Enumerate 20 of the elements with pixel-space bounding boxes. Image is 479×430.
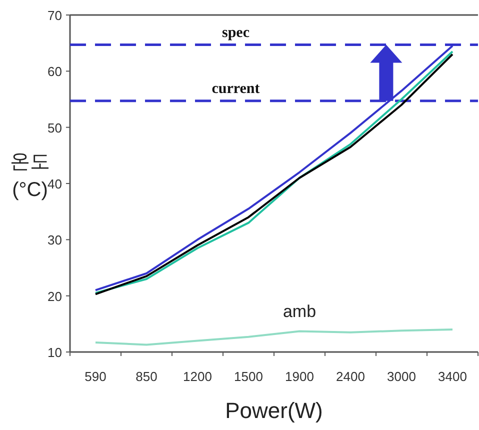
ref-line-label: spec [222, 24, 250, 41]
y-tick-label: 20 [48, 288, 62, 304]
x-axis-title: Power(W) [225, 398, 323, 423]
y-tick-label: 60 [48, 64, 62, 80]
y-tick-label: 50 [48, 120, 62, 136]
x-tick-label: 1200 [183, 369, 212, 384]
line-series [94, 328, 454, 346]
x-tick-label: 590 [84, 369, 106, 384]
x-tick-label: 2400 [336, 369, 365, 384]
y-tick-label: 30 [48, 232, 62, 248]
x-tick-label: 3000 [387, 369, 416, 384]
y-tick-label: 10 [48, 345, 62, 360]
x-tick-label: 3400 [438, 369, 467, 384]
x-tick-label: 1500 [234, 369, 263, 384]
y-tick-label: 70 [48, 8, 62, 23]
ref-line-label: current [212, 80, 260, 97]
series-label: amb [282, 302, 316, 322]
y-tick-label: 40 [48, 176, 62, 192]
x-tick-label: 1900 [285, 369, 314, 384]
x-tick-label: 850 [136, 369, 158, 384]
